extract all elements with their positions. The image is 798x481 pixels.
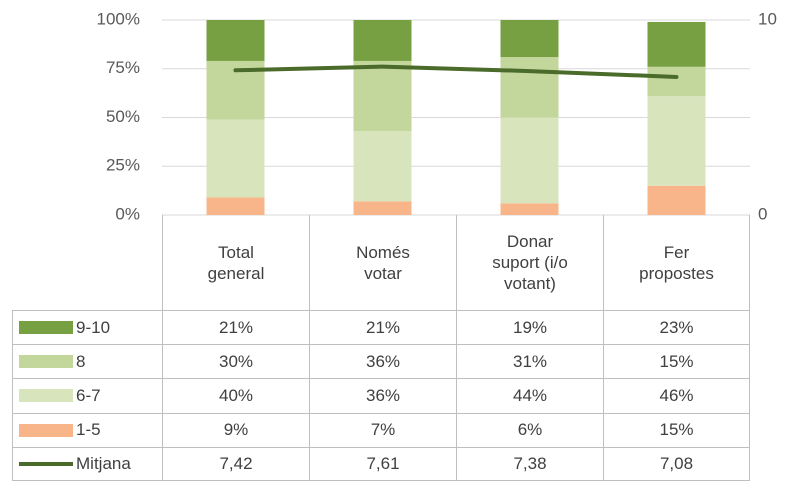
table-value: 46% xyxy=(603,378,750,413)
legend-swatch xyxy=(19,355,73,369)
table-value: 15% xyxy=(603,344,750,379)
y-tick-label: 100% xyxy=(97,9,140,28)
bar-segment xyxy=(647,96,706,186)
table-value: 15% xyxy=(603,412,750,447)
bar-segment xyxy=(647,185,706,215)
table-value: 30% xyxy=(162,344,309,379)
legend-swatch xyxy=(19,389,73,403)
bar-segment xyxy=(500,20,559,58)
bar-segment xyxy=(206,20,265,61)
legend-swatch xyxy=(19,321,73,335)
legend-line xyxy=(19,461,73,466)
legend-cell: 6-7 xyxy=(12,378,162,413)
bar-segment xyxy=(353,20,412,61)
bar-segment xyxy=(206,197,265,215)
legend-cell: 9-10 xyxy=(12,310,162,345)
table-value: 40% xyxy=(162,378,309,413)
table-value: 7,38 xyxy=(456,446,603,481)
line-series xyxy=(233,64,679,79)
table-value: 36% xyxy=(309,378,456,413)
category-header: Donar suport (i/o votant) xyxy=(456,215,603,310)
legend-cell: 8 xyxy=(12,344,162,379)
bar-segment xyxy=(353,131,412,202)
table-value: 21% xyxy=(162,310,309,345)
table-value: 21% xyxy=(309,310,456,345)
bar-segment xyxy=(353,60,412,132)
table-value: 7,61 xyxy=(309,446,456,481)
legend-label: 8 xyxy=(76,351,86,371)
table-value: 9% xyxy=(162,412,309,447)
bar-segment xyxy=(500,203,559,215)
category-label: Total general xyxy=(207,242,265,283)
table-value: 7,42 xyxy=(162,446,309,481)
legend-label: 6-7 xyxy=(76,385,101,405)
category-header: Fer propostes xyxy=(603,215,750,310)
table-value: 19% xyxy=(456,310,603,345)
table-value: 23% xyxy=(603,310,750,345)
y-tick-label: 0% xyxy=(115,204,140,223)
bar-segment xyxy=(500,57,559,118)
legend-cell: 1-5 xyxy=(12,412,162,447)
legend-swatch xyxy=(19,423,73,437)
table-value: 36% xyxy=(309,344,456,379)
y-tick-label: 50% xyxy=(106,107,140,126)
category-header: Total general xyxy=(162,215,309,310)
legend-cell: Mitjana xyxy=(12,446,162,481)
bar-segment xyxy=(500,117,559,204)
y2-tick-label: 10 xyxy=(758,9,777,28)
y-tick-label: 25% xyxy=(106,156,140,175)
category-label: Fer propostes xyxy=(639,242,714,283)
bar-segment xyxy=(206,119,265,198)
table-value: 31% xyxy=(456,344,603,379)
legend-label: 1-5 xyxy=(76,420,101,440)
y-tick-label: 75% xyxy=(106,58,140,77)
bar-segment xyxy=(647,66,706,97)
table-value: 7% xyxy=(309,412,456,447)
category-label: Només votar xyxy=(356,242,410,283)
bar-segment xyxy=(353,201,412,215)
legend-label: Mitjana xyxy=(76,453,131,473)
category-header: Només votar xyxy=(309,215,456,310)
table-value: 6% xyxy=(456,412,603,447)
legend-label: 9-10 xyxy=(76,317,111,337)
category-label: Donar suport (i/o votant) xyxy=(492,232,568,293)
table-value: 7,08 xyxy=(603,446,750,481)
table-value: 44% xyxy=(456,378,603,413)
y2-tick-label: 0 xyxy=(758,204,767,223)
bar-segment xyxy=(647,21,706,67)
